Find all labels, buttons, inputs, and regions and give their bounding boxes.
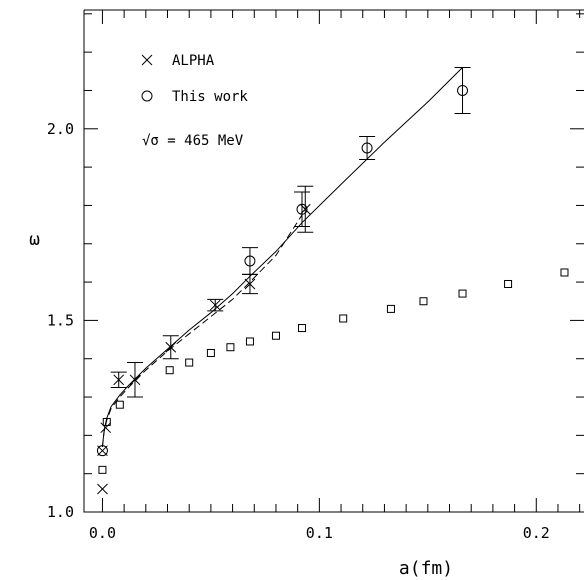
circle-marker [96, 445, 108, 457]
solid-fit-curve [101, 67, 463, 447]
error-bar [241, 247, 258, 275]
data-points [96, 66, 569, 495]
error-bar [294, 191, 311, 228]
legend-label-this-work: This work [172, 89, 248, 105]
legend-circle-marker [141, 90, 153, 102]
square-marker [560, 268, 569, 277]
error-bar [359, 135, 376, 160]
x-tick-label: 0.2 [523, 524, 550, 542]
square-marker [339, 314, 348, 323]
annotation-sigma: √σ = 465 MeV [142, 133, 244, 149]
cross-marker [113, 374, 125, 386]
square-marker [386, 304, 395, 313]
circle-marker [296, 203, 308, 215]
fit-curves [101, 67, 463, 447]
cross-marker [244, 278, 256, 290]
circle-marker [457, 84, 469, 96]
legend: ALPHA This work √σ = 465 MeV [141, 53, 248, 149]
x-tick-label: 0.0 [89, 524, 116, 542]
y-tick-label: 1.0 [47, 503, 74, 521]
square-marker [298, 324, 307, 333]
square-marker [419, 297, 428, 306]
square-marker [165, 366, 174, 375]
circle-marker [244, 255, 256, 267]
y-axis-ticks: 1.0 1.5 2.0 [47, 13, 584, 521]
cross-marker [165, 341, 177, 353]
y-tick-label: 2.0 [47, 120, 74, 138]
square-marker [245, 337, 254, 346]
legend-cross [141, 54, 153, 66]
y-tick-label: 1.5 [47, 311, 74, 329]
cross-marker [97, 483, 108, 495]
cross-marker [100, 422, 112, 434]
x-tick-label: 0.1 [306, 524, 333, 542]
axes-frame [83, 10, 584, 513]
circle-marker [361, 142, 373, 154]
legend-circle [141, 90, 153, 102]
legend-cross-marker [141, 54, 153, 66]
square-marker [504, 279, 513, 288]
x-axis-label: a(fm) [399, 558, 453, 579]
y-axis-label: ω [29, 229, 40, 250]
square-marker [206, 348, 215, 357]
legend-label-alpha: ALPHA [172, 53, 215, 69]
square-marker [185, 358, 194, 367]
square-marker [115, 400, 124, 409]
square-marker [102, 417, 111, 426]
plot-frame [83, 9, 584, 513]
square-marker [271, 331, 280, 340]
square-marker [98, 465, 107, 474]
cross-marker [209, 299, 221, 311]
x-axis-ticks: 0.0 0.1 0.2 [89, 10, 581, 542]
square-marker [458, 289, 467, 298]
error-bar [454, 66, 471, 114]
cross-marker [129, 374, 141, 386]
dashed-fit-curve [101, 214, 303, 447]
square-marker [226, 343, 235, 352]
